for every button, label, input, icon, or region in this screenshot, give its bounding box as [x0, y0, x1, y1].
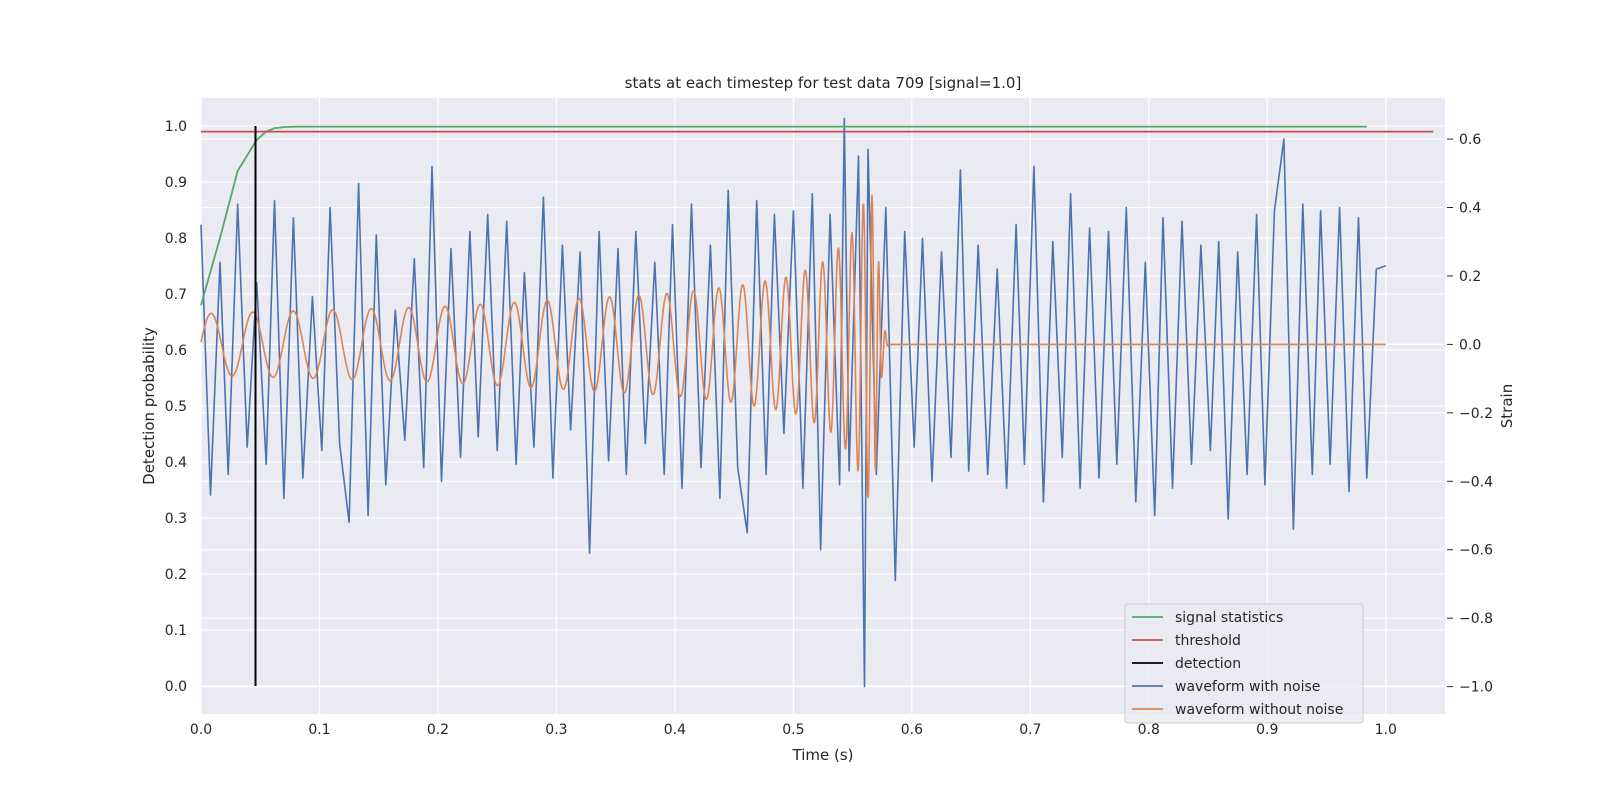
x-tick-label: 0.6	[901, 722, 923, 738]
left-y-ticks: 0.0 0.1 0.2 0.3 0.4 0.5 0.6 0.7 0.8 0.9 1.0	[165, 119, 187, 695]
legend-box	[1124, 603, 1364, 724]
left-y-tick-label: 0.9	[165, 175, 187, 191]
right-y-tick-label: −0.2	[1459, 406, 1493, 422]
left-y-axis-label: Detection probability	[140, 327, 158, 485]
x-tick-label: 0.3	[545, 722, 567, 738]
x-tick-label: 0.5	[782, 722, 804, 738]
x-tick-label: 0.8	[1138, 722, 1160, 738]
x-tick-label: 0.2	[427, 722, 449, 738]
legend-label-threshold: threshold	[1175, 633, 1241, 649]
x-axis-label: Time (s)	[792, 746, 854, 764]
left-y-tick-label: 0.1	[165, 623, 187, 639]
right-y-tick-label: 0.6	[1459, 132, 1481, 148]
right-y-ticks: −1.0 −0.8 −0.6 −0.4 −0.2 0.0 0.2 0.4 0.6	[1447, 132, 1493, 696]
x-tick-label: 0.7	[1019, 722, 1041, 738]
legend-label-waveform-with-noise: waveform with noise	[1175, 679, 1320, 695]
series-waveform-without-noise	[200, 194, 1387, 499]
left-y-tick-label: 0.8	[165, 231, 187, 247]
right-y-tick-label: 0.2	[1459, 269, 1481, 285]
left-y-tick-label: 0.7	[165, 287, 187, 303]
right-y-tick-label: −0.6	[1459, 543, 1493, 559]
x-tick-label: 0.1	[308, 722, 330, 738]
legend-label-signal-statistics: signal statistics	[1175, 610, 1283, 626]
right-y-tick-label: 0.4	[1459, 201, 1481, 217]
x-tick-label: 1.0	[1375, 722, 1397, 738]
x-tick-label: 0.0	[190, 722, 212, 738]
right-y-tick-label: −0.4	[1459, 474, 1493, 490]
legend: signal statistics threshold detection wa…	[1124, 603, 1364, 724]
legend-label-waveform-without-noise: waveform without noise	[1175, 702, 1343, 718]
right-y-tick-label: −0.8	[1459, 611, 1493, 627]
legend-label-detection: detection	[1175, 656, 1241, 672]
series-signal-statistics	[200, 125, 1367, 306]
left-y-tick-label: 0.3	[165, 511, 187, 527]
left-y-tick-label: 0.0	[165, 679, 187, 695]
left-y-tick-label: 0.4	[165, 455, 187, 471]
left-y-tick-label: 0.5	[165, 399, 187, 415]
right-y-tick-label: −1.0	[1459, 680, 1493, 696]
left-y-tick-label: 1.0	[165, 119, 187, 135]
x-tick-label: 0.4	[664, 722, 686, 738]
x-ticks: 0.0 0.1 0.2 0.3 0.4 0.5 0.6 0.7 0.8 0.9 1.0	[190, 722, 1397, 738]
right-y-axis-label: Strain	[1498, 384, 1516, 428]
chart-title: stats at each timestep for test data 709…	[625, 74, 1022, 92]
left-y-tick-label: 0.6	[165, 343, 187, 359]
series-layer	[200, 117, 1434, 688]
right-y-tick-label: 0.0	[1459, 337, 1481, 353]
left-y-tick-label: 0.2	[165, 567, 187, 583]
x-tick-label: 0.9	[1256, 722, 1278, 738]
series-waveform-with-noise	[200, 117, 1387, 688]
